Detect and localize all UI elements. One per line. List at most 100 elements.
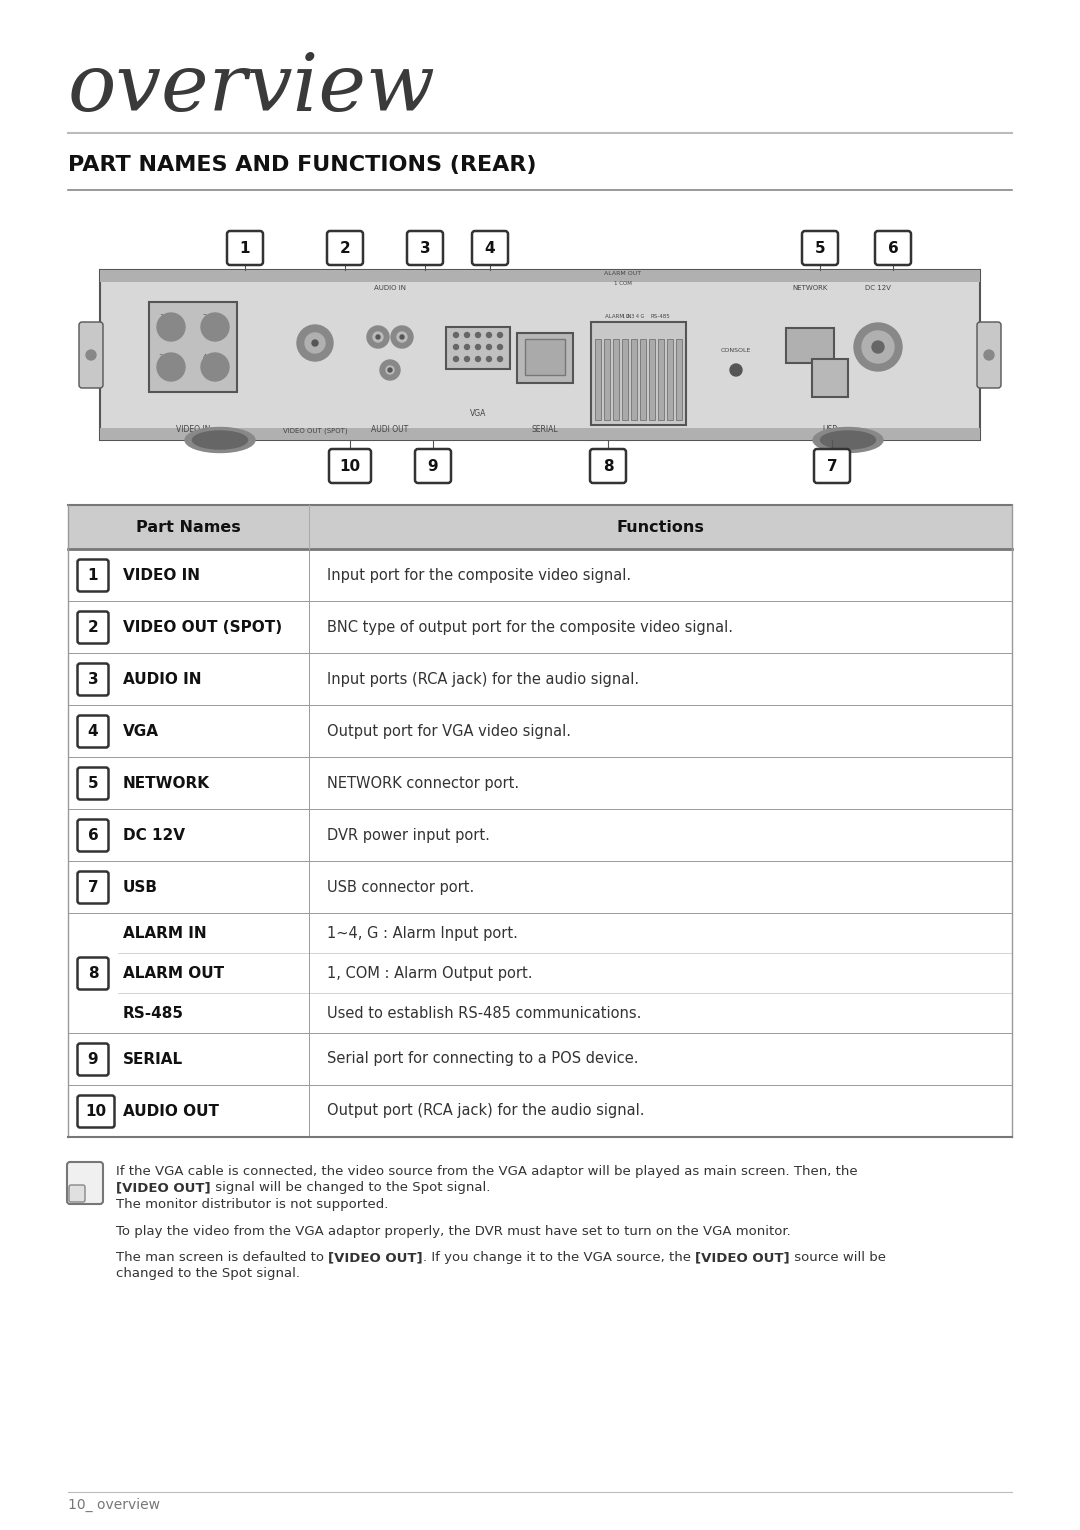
Bar (631, 340, 636, 421)
Text: VIDEO IN: VIDEO IN (123, 568, 200, 583)
Circle shape (454, 332, 459, 338)
Text: RS-485: RS-485 (650, 314, 670, 320)
FancyBboxPatch shape (78, 1043, 108, 1076)
Circle shape (312, 340, 318, 346)
Text: NETWORK connector port.: NETWORK connector port. (327, 776, 518, 791)
FancyBboxPatch shape (327, 231, 363, 265)
Text: 4: 4 (485, 240, 496, 256)
Text: DVR power input port.: DVR power input port. (327, 828, 489, 843)
Text: 10_ overview: 10_ overview (68, 1498, 160, 1512)
Text: [VIDEO OUT]: [VIDEO OUT] (328, 1252, 423, 1264)
Text: [VIDEO OUT]: [VIDEO OUT] (116, 1181, 211, 1195)
Text: VGA: VGA (470, 409, 486, 418)
Text: 4: 4 (87, 724, 98, 739)
FancyBboxPatch shape (407, 231, 443, 265)
Text: 9: 9 (428, 459, 438, 473)
Bar (100, 269, 980, 282)
Text: 2: 2 (339, 240, 350, 256)
Text: RS-485: RS-485 (123, 1005, 184, 1021)
Text: SERIAL: SERIAL (123, 1051, 184, 1066)
Bar (604, 340, 609, 421)
Ellipse shape (192, 431, 247, 448)
FancyBboxPatch shape (79, 321, 103, 389)
Text: VIDEO IN: VIDEO IN (176, 425, 211, 435)
Circle shape (862, 330, 894, 363)
Circle shape (464, 344, 470, 349)
Circle shape (168, 324, 174, 330)
Text: 7: 7 (87, 880, 98, 895)
Circle shape (498, 356, 502, 361)
Text: VIDEO OUT (SPOT): VIDEO OUT (SPOT) (123, 620, 282, 635)
Circle shape (984, 350, 994, 360)
Bar (658, 340, 663, 421)
FancyBboxPatch shape (78, 872, 108, 904)
Circle shape (386, 366, 394, 373)
Circle shape (475, 344, 481, 349)
Bar (68, 913, 1012, 1033)
Text: 4: 4 (203, 353, 207, 360)
Bar (612, 340, 619, 421)
FancyBboxPatch shape (977, 321, 1001, 389)
Text: AUDIO IN: AUDIO IN (123, 672, 202, 687)
Circle shape (486, 332, 491, 338)
Circle shape (367, 326, 389, 347)
FancyBboxPatch shape (814, 448, 850, 483)
Text: 8: 8 (603, 459, 613, 473)
Text: 3: 3 (420, 240, 430, 256)
Bar (100, 428, 980, 441)
Circle shape (486, 344, 491, 349)
Bar (68, 505, 1012, 549)
Circle shape (854, 323, 902, 370)
Bar (68, 601, 1012, 653)
Circle shape (391, 326, 413, 347)
FancyBboxPatch shape (78, 1095, 114, 1128)
Text: DC 12V: DC 12V (865, 285, 891, 291)
FancyBboxPatch shape (78, 820, 108, 852)
Text: VIDEO OUT (SPOT): VIDEO OUT (SPOT) (283, 427, 348, 435)
Bar (68, 705, 1012, 757)
Text: PART NAMES AND FUNCTIONS (REAR): PART NAMES AND FUNCTIONS (REAR) (68, 155, 537, 174)
Bar (68, 653, 1012, 705)
FancyBboxPatch shape (415, 448, 451, 483)
Circle shape (201, 314, 229, 341)
Bar (648, 340, 654, 421)
FancyBboxPatch shape (78, 768, 108, 800)
Text: Input port for the composite video signal.: Input port for the composite video signa… (327, 568, 631, 583)
Circle shape (380, 360, 400, 379)
Text: 8: 8 (87, 965, 98, 981)
FancyBboxPatch shape (802, 231, 838, 265)
Text: 2: 2 (203, 314, 207, 320)
FancyBboxPatch shape (472, 231, 508, 265)
Circle shape (730, 364, 742, 376)
FancyBboxPatch shape (329, 448, 372, 483)
Text: 7: 7 (826, 459, 837, 473)
Text: Used to establish RS-485 communications.: Used to establish RS-485 communications. (327, 1005, 642, 1021)
Bar (68, 757, 1012, 809)
Circle shape (400, 335, 404, 340)
Text: 3: 3 (159, 353, 163, 360)
Circle shape (486, 356, 491, 361)
Circle shape (397, 332, 407, 343)
Circle shape (157, 353, 185, 381)
FancyBboxPatch shape (78, 958, 108, 990)
Bar (68, 861, 1012, 913)
Bar (594, 340, 600, 421)
Bar (68, 1033, 1012, 1085)
Text: 1: 1 (240, 240, 251, 256)
Text: CONSOLE: CONSOLE (720, 347, 752, 352)
Text: The man screen is defaulted to: The man screen is defaulted to (116, 1252, 328, 1264)
Circle shape (475, 356, 481, 361)
Text: 6: 6 (888, 240, 899, 256)
Text: 6: 6 (87, 828, 98, 843)
Circle shape (475, 332, 481, 338)
Circle shape (212, 364, 218, 370)
Text: Output port for VGA video signal.: Output port for VGA video signal. (327, 724, 570, 739)
Text: BNC type of output port for the composite video signal.: BNC type of output port for the composit… (327, 620, 732, 635)
Text: 2: 2 (87, 620, 98, 635)
Circle shape (163, 318, 179, 335)
Text: NETWORK: NETWORK (793, 285, 827, 291)
Circle shape (464, 356, 470, 361)
Circle shape (297, 324, 333, 361)
Bar (666, 340, 673, 421)
Text: [VIDEO OUT]: [VIDEO OUT] (696, 1252, 789, 1264)
